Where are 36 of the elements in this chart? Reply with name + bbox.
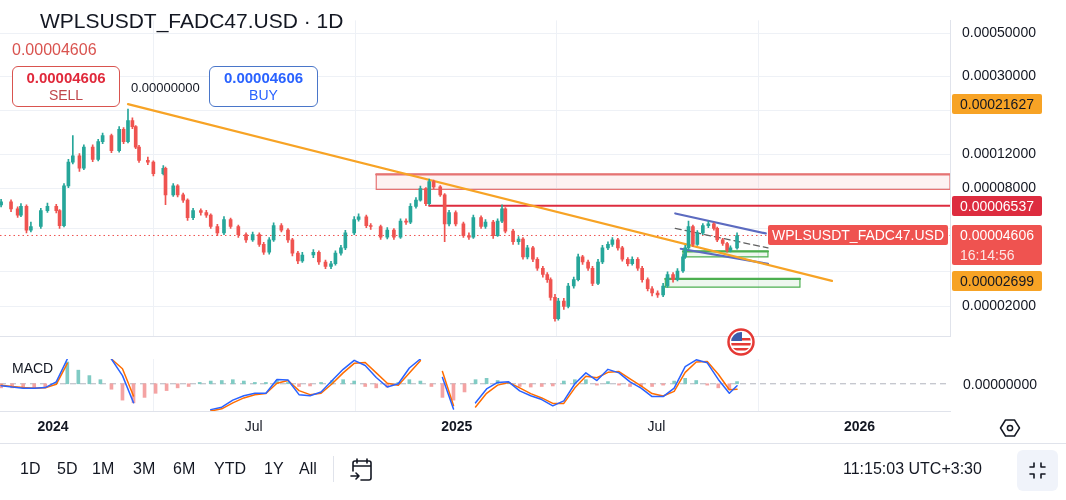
- ref-line-label: 0.00004606: [960, 226, 1034, 246]
- x-tick-label: 2026: [843, 418, 876, 435]
- text: 6M: [173, 459, 196, 478]
- sell-button: 0.00004606 SELL: [12, 66, 120, 107]
- annotation: 0.00004606: [223, 69, 304, 87]
- annotation: MACD: [12, 360, 54, 377]
- chart-title: WPLSUSDT_FADC47.USD · 1D: [40, 8, 344, 34]
- annotation: 0.00004606: [26, 69, 106, 87]
- y-tick-label: 0.00002000: [962, 297, 1037, 314]
- annotation: 0.00000000: [131, 80, 200, 96]
- text: 11:15:03 UTC+3:30: [843, 459, 982, 478]
- ref-line-label: 0.00000000: [963, 374, 1037, 393]
- y-tick-label: 0.00008000: [962, 179, 1037, 196]
- annotation: 0.00006537: [960, 196, 1034, 216]
- text: 0.00002699: [960, 271, 1034, 291]
- annotation: BUY: [249, 87, 278, 104]
- buy-button: 0.00004606 BUY: [209, 66, 318, 107]
- text: 0.00021627: [960, 95, 1034, 115]
- text: 1M: [92, 459, 115, 478]
- x-tick-label: Jul: [244, 418, 263, 435]
- annotation: WPLSUSDT_FADC47.USD: [768, 225, 948, 246]
- text: 5D: [57, 459, 78, 478]
- x-tick-label: Jul: [647, 418, 666, 435]
- text: 1D: [20, 459, 41, 478]
- y-tick-label: 0.00050000: [962, 23, 1037, 40]
- text: 16:14:56: [960, 246, 1016, 266]
- text: All: [299, 459, 317, 478]
- annotation: 0.00004606: [12, 40, 97, 59]
- text: 1Y: [264, 459, 284, 478]
- text: 3M: [133, 459, 156, 478]
- y-tick-label: 0.00030000: [962, 67, 1037, 84]
- y-tick-label: 0.00012000: [962, 145, 1037, 162]
- annotation: SELL: [48, 87, 84, 104]
- text: YTD: [214, 459, 246, 478]
- x-tick-label: 2024: [37, 418, 69, 435]
- x-tick-label: 2025: [441, 418, 473, 435]
